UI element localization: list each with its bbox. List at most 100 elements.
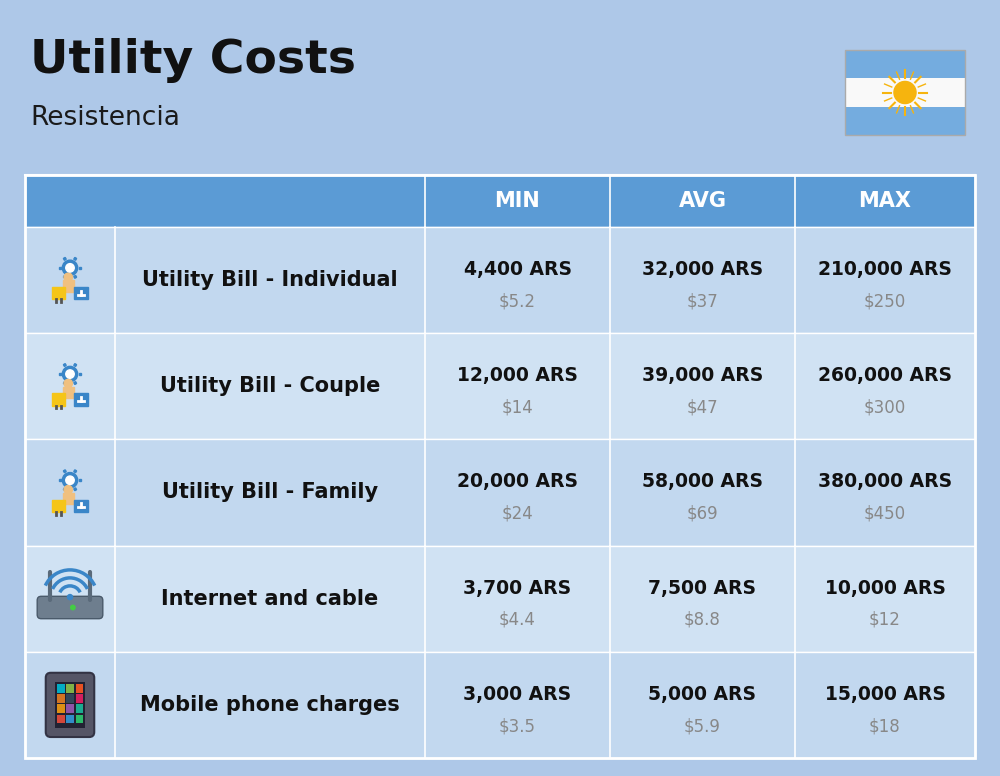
Text: Resistencia: Resistencia: [30, 105, 180, 131]
Bar: [74, 275, 77, 279]
Circle shape: [71, 605, 75, 610]
Text: 260,000 ARS: 260,000 ARS: [818, 366, 952, 385]
Bar: [76, 684, 83, 693]
Text: $12: $12: [869, 611, 901, 629]
Bar: [74, 469, 77, 473]
Circle shape: [66, 370, 74, 378]
Bar: [25, 333, 975, 439]
Text: $250: $250: [864, 293, 906, 310]
Circle shape: [66, 476, 74, 484]
Text: Utility Bill - Couple: Utility Bill - Couple: [160, 376, 380, 397]
Bar: [74, 287, 88, 300]
Bar: [63, 275, 66, 279]
Text: 15,000 ARS: 15,000 ARS: [825, 684, 945, 704]
Bar: [845, 50, 965, 135]
Text: 58,000 ARS: 58,000 ARS: [642, 473, 763, 491]
Text: MIN: MIN: [495, 191, 540, 211]
Bar: [76, 705, 83, 713]
Text: $450: $450: [864, 504, 906, 523]
Bar: [63, 493, 74, 504]
Bar: [63, 364, 66, 366]
Bar: [57, 695, 65, 703]
Circle shape: [64, 273, 72, 282]
Circle shape: [62, 473, 78, 488]
Bar: [74, 500, 88, 511]
Text: $3.5: $3.5: [499, 717, 536, 735]
Circle shape: [62, 366, 78, 382]
Bar: [63, 386, 74, 398]
Bar: [55, 682, 85, 728]
Bar: [63, 488, 66, 490]
Text: Utility Costs: Utility Costs: [30, 38, 356, 83]
Bar: [25, 175, 975, 227]
Bar: [79, 373, 81, 375]
Bar: [59, 480, 61, 481]
Bar: [25, 439, 975, 546]
Text: 5,000 ARS: 5,000 ARS: [648, 684, 757, 704]
Bar: [25, 175, 975, 758]
Circle shape: [62, 260, 78, 275]
Circle shape: [64, 486, 72, 494]
Bar: [76, 715, 83, 723]
Text: 380,000 ARS: 380,000 ARS: [818, 473, 952, 491]
Text: Mobile phone charges: Mobile phone charges: [140, 695, 400, 715]
Bar: [52, 393, 65, 406]
Text: 3,000 ARS: 3,000 ARS: [463, 684, 572, 704]
Text: AVG: AVG: [678, 191, 726, 211]
Text: $4.4: $4.4: [499, 611, 536, 629]
Bar: [845, 78, 965, 106]
Text: 3,700 ARS: 3,700 ARS: [463, 579, 572, 598]
Bar: [59, 267, 61, 269]
Text: Utility Bill - Family: Utility Bill - Family: [162, 483, 378, 503]
Text: 10,000 ARS: 10,000 ARS: [825, 579, 945, 598]
Bar: [74, 258, 77, 260]
Text: $69: $69: [687, 504, 718, 523]
Text: $5.2: $5.2: [499, 293, 536, 310]
Bar: [66, 695, 74, 703]
Text: $47: $47: [687, 399, 718, 417]
Bar: [57, 705, 65, 713]
Text: 4,400 ARS: 4,400 ARS: [464, 260, 572, 279]
Bar: [79, 267, 81, 269]
Bar: [63, 469, 66, 473]
FancyBboxPatch shape: [37, 596, 103, 618]
Bar: [52, 500, 65, 511]
Text: $37: $37: [687, 293, 718, 310]
Bar: [845, 50, 965, 78]
Text: $18: $18: [869, 717, 901, 735]
Bar: [57, 684, 65, 693]
Bar: [74, 488, 77, 490]
Text: $24: $24: [502, 504, 533, 523]
Bar: [76, 695, 83, 703]
Bar: [59, 373, 61, 375]
Circle shape: [66, 264, 74, 272]
Bar: [52, 287, 65, 300]
Text: 32,000 ARS: 32,000 ARS: [642, 260, 763, 279]
Bar: [63, 382, 66, 384]
Bar: [66, 684, 74, 693]
Text: 12,000 ARS: 12,000 ARS: [457, 366, 578, 385]
Text: 210,000 ARS: 210,000 ARS: [818, 260, 952, 279]
Text: 20,000 ARS: 20,000 ARS: [457, 473, 578, 491]
Circle shape: [67, 594, 73, 600]
Text: $5.9: $5.9: [684, 717, 721, 735]
Text: $8.8: $8.8: [684, 611, 721, 629]
Bar: [63, 258, 66, 260]
Circle shape: [894, 81, 916, 103]
Bar: [25, 227, 975, 333]
Bar: [25, 652, 975, 758]
Text: 7,500 ARS: 7,500 ARS: [648, 579, 757, 598]
Text: Utility Bill - Individual: Utility Bill - Individual: [142, 270, 398, 290]
Bar: [845, 106, 965, 135]
Text: MAX: MAX: [858, 191, 912, 211]
Text: 39,000 ARS: 39,000 ARS: [642, 366, 763, 385]
Bar: [74, 382, 77, 384]
Bar: [79, 480, 81, 481]
Bar: [66, 715, 74, 723]
Bar: [74, 364, 77, 366]
Bar: [66, 705, 74, 713]
Text: $300: $300: [864, 399, 906, 417]
Bar: [57, 715, 65, 723]
Bar: [74, 393, 88, 406]
FancyBboxPatch shape: [46, 673, 94, 737]
